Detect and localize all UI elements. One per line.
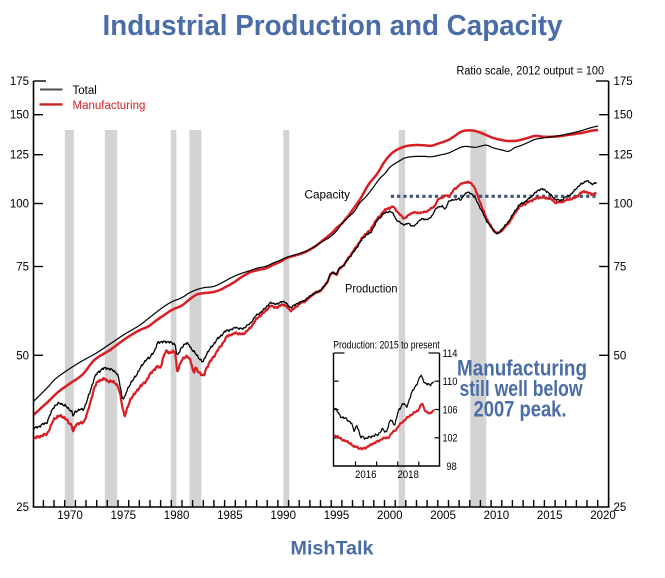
svg-text:1980: 1980	[164, 510, 190, 522]
svg-text:Production: 2015 to present: Production: 2015 to present	[333, 339, 440, 351]
svg-text:75: 75	[614, 262, 627, 274]
svg-text:1975: 1975	[111, 510, 137, 522]
svg-text:still well below: still well below	[460, 376, 584, 401]
svg-text:2010: 2010	[484, 510, 510, 522]
svg-text:50: 50	[16, 350, 29, 362]
svg-text:100: 100	[614, 199, 633, 211]
svg-text:98: 98	[447, 461, 457, 473]
svg-text:102: 102	[443, 433, 458, 445]
svg-text:1970: 1970	[57, 510, 83, 522]
svg-text:Manufacturing: Manufacturing	[457, 356, 587, 381]
svg-text:2016: 2016	[355, 469, 377, 481]
svg-text:Manufacturing: Manufacturing	[73, 100, 146, 112]
svg-text:2005: 2005	[430, 510, 456, 522]
svg-text:150: 150	[10, 110, 29, 122]
svg-text:1995: 1995	[324, 510, 350, 522]
svg-text:2000: 2000	[377, 510, 403, 522]
svg-text:2018: 2018	[397, 469, 419, 481]
svg-text:1990: 1990	[270, 510, 296, 522]
svg-text:175: 175	[614, 76, 633, 88]
svg-text:Ratio scale, 2012 output = 100: Ratio scale, 2012 output = 100	[457, 65, 605, 77]
svg-text:25: 25	[614, 502, 627, 514]
svg-text:106: 106	[443, 404, 458, 416]
svg-text:Capacity: Capacity	[305, 188, 351, 202]
svg-text:2007 peak.: 2007 peak.	[474, 397, 567, 422]
svg-text:175: 175	[10, 76, 29, 88]
svg-text:2020: 2020	[590, 510, 616, 522]
svg-text:Production: Production	[345, 282, 398, 296]
svg-text:Total: Total	[73, 85, 97, 97]
svg-text:Industrial Production and Capa: Industrial Production and Capacity	[103, 10, 563, 42]
svg-text:MishTalk: MishTalk	[291, 538, 374, 560]
svg-text:50: 50	[614, 350, 627, 362]
svg-text:125: 125	[10, 150, 29, 162]
svg-text:125: 125	[614, 150, 633, 162]
svg-text:75: 75	[16, 262, 29, 274]
svg-text:110: 110	[443, 376, 458, 388]
svg-text:100: 100	[10, 199, 29, 211]
svg-text:1985: 1985	[217, 510, 243, 522]
svg-text:150: 150	[614, 110, 633, 122]
svg-text:114: 114	[443, 348, 458, 360]
svg-text:2015: 2015	[537, 510, 563, 522]
svg-text:25: 25	[16, 502, 29, 514]
